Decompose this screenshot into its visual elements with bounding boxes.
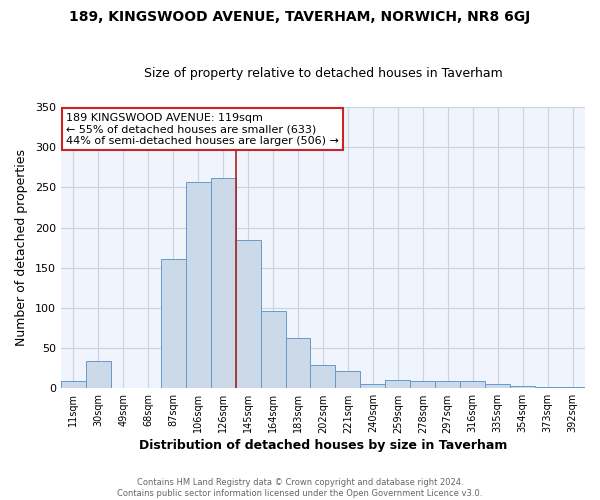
Bar	[460, 381, 485, 388]
Bar	[560, 386, 585, 388]
Bar	[435, 381, 460, 388]
Text: 189 KINGSWOOD AVENUE: 119sqm
← 55% of detached houses are smaller (633)
44% of s: 189 KINGSWOOD AVENUE: 119sqm ← 55% of de…	[66, 112, 339, 146]
Bar	[410, 381, 435, 388]
Bar	[61, 381, 86, 388]
Y-axis label: Number of detached properties: Number of detached properties	[15, 149, 28, 346]
Bar	[385, 380, 410, 388]
Bar	[161, 259, 186, 388]
Text: 189, KINGSWOOD AVENUE, TAVERHAM, NORWICH, NR8 6GJ: 189, KINGSWOOD AVENUE, TAVERHAM, NORWICH…	[70, 10, 530, 24]
X-axis label: Distribution of detached houses by size in Taverham: Distribution of detached houses by size …	[139, 440, 507, 452]
Bar	[86, 361, 111, 388]
Bar	[186, 182, 211, 388]
Bar	[535, 386, 560, 388]
Title: Size of property relative to detached houses in Taverham: Size of property relative to detached ho…	[143, 66, 502, 80]
Text: Contains HM Land Registry data © Crown copyright and database right 2024.
Contai: Contains HM Land Registry data © Crown c…	[118, 478, 482, 498]
Bar	[260, 311, 286, 388]
Bar	[335, 372, 361, 388]
Bar	[236, 240, 260, 388]
Bar	[286, 338, 310, 388]
Bar	[510, 386, 535, 388]
Bar	[310, 365, 335, 388]
Bar	[211, 178, 236, 388]
Bar	[361, 384, 385, 388]
Bar	[485, 384, 510, 388]
